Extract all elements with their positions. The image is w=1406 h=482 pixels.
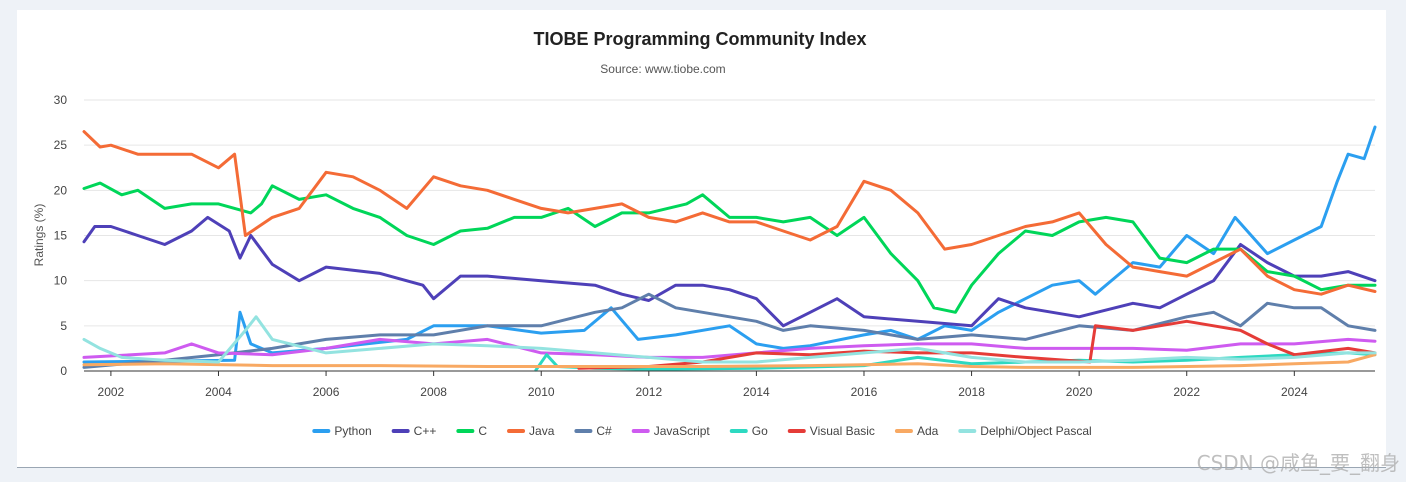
x-tick-label: 2024 — [1281, 385, 1308, 399]
series-line — [82, 315, 1377, 364]
chart-title: TIOBE Programming Community Index — [533, 29, 866, 49]
chart-card: TIOBE Programming Community Index Source… — [17, 10, 1386, 467]
axis-layer: 0 5 10 15 20 25 30 2002 2004 2006 2008 2010 2012 2014… — [54, 93, 1375, 399]
y-tick-label: 30 — [54, 93, 68, 107]
x-tick-label: 2004 — [205, 385, 232, 399]
series-layer — [82, 125, 1377, 372]
y-tick-label: 10 — [54, 274, 68, 288]
x-tick-label: 2012 — [635, 385, 662, 399]
series-line — [82, 292, 1377, 369]
series-line — [577, 319, 1377, 370]
y-tick-label: 5 — [60, 319, 67, 333]
series-line — [82, 215, 1377, 328]
x-tick-label: 2020 — [1066, 385, 1093, 399]
y-tick-label: 20 — [54, 183, 68, 197]
legend-label: JavaScript — [654, 424, 711, 438]
x-tick-label: 2018 — [958, 385, 985, 399]
x-tick-label: 2006 — [313, 385, 340, 399]
x-tick-label: 2002 — [98, 385, 125, 399]
bottom-rule — [17, 467, 1386, 468]
watermark: CSDN @咸鱼_要_翻身 — [1196, 451, 1400, 475]
legend-label: Python — [334, 424, 371, 438]
legend-label: Delphi/Object Pascal — [980, 424, 1091, 438]
legend-label: Visual Basic — [810, 424, 875, 438]
series-line — [82, 181, 1377, 314]
legend-label: Go — [752, 424, 768, 438]
x-tick-label: 2010 — [528, 385, 555, 399]
legend: Python C++ C Java C# JavaScript Go Visual Basic… — [312, 424, 1092, 438]
chart-subtitle: Source: www.tiobe.com — [600, 62, 725, 76]
x-tick-label: 2016 — [851, 385, 878, 399]
y-axis-title: Ratings (%) — [32, 204, 46, 267]
legend-label: Ada — [917, 424, 939, 438]
legend-label: C# — [596, 424, 612, 438]
x-tick-label: 2008 — [420, 385, 447, 399]
series-line — [82, 130, 1377, 296]
y-tick-label: 0 — [60, 364, 67, 378]
x-tick-label: 2022 — [1173, 385, 1200, 399]
legend-label: C — [478, 424, 487, 438]
series-line — [82, 353, 1377, 369]
chart-svg: TIOBE Programming Community Index Source… — [32, 29, 1377, 438]
y-tick-label: 15 — [54, 229, 68, 243]
series-line — [82, 337, 1377, 359]
y-tick-label: 25 — [54, 138, 68, 152]
grid-layer — [84, 99, 1375, 327]
x-tick-label: 2014 — [743, 385, 770, 399]
legend-label: C++ — [414, 424, 437, 438]
legend-label: Java — [529, 424, 555, 438]
series-line — [82, 125, 1377, 364]
